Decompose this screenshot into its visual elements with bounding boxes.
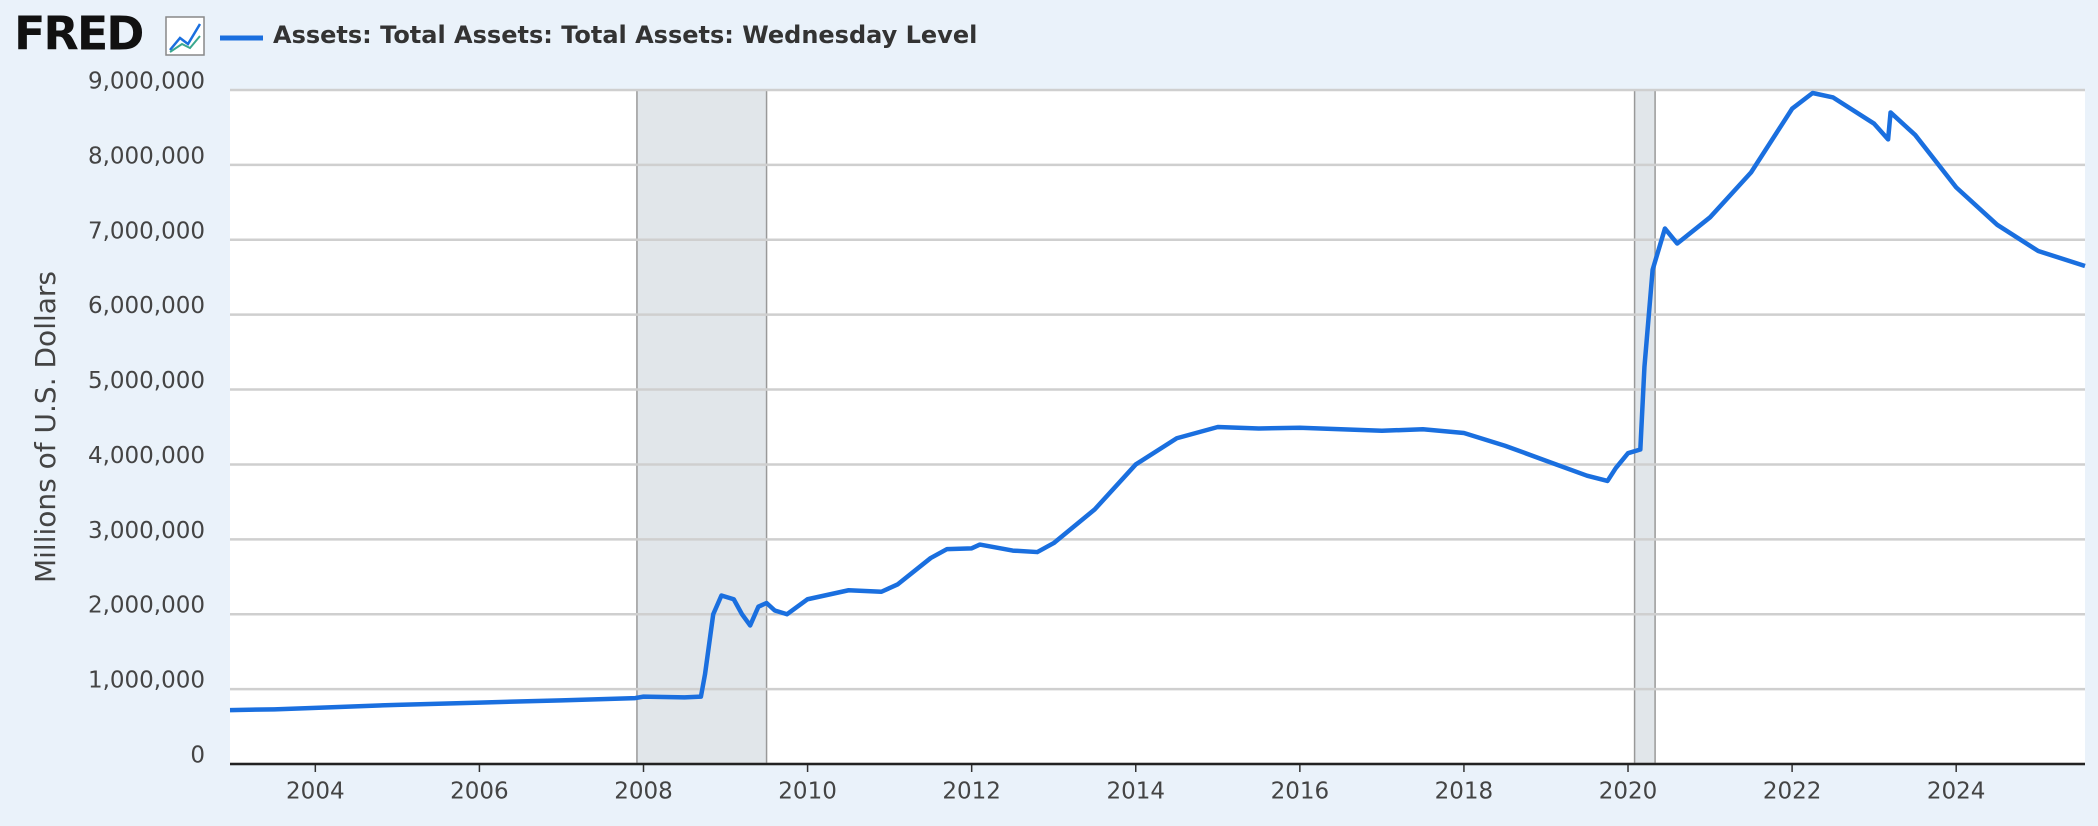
x-tick-label: 2024	[1927, 779, 1986, 805]
y-tick-label: 1,000,000	[88, 668, 205, 694]
brand-icon	[165, 16, 205, 56]
x-tick-label: 2018	[1435, 779, 1494, 805]
legend-label: Assets: Total Assets: Total Assets: Wedn…	[273, 21, 977, 49]
y-tick-label: 3,000,000	[88, 518, 205, 544]
recession-band	[1633, 89, 1656, 765]
x-tick-label: 2010	[778, 779, 837, 805]
y-axis-title: Millions of U.S. Dollars	[29, 271, 62, 583]
y-tick-label: 0	[190, 743, 205, 769]
y-tick-label: 4,000,000	[88, 443, 205, 469]
plot-area	[230, 90, 2085, 764]
x-tick-label: 2008	[614, 779, 673, 805]
series-line	[229, 90, 2086, 713]
y-tick-label: 2,000,000	[88, 593, 205, 619]
x-tick-label: 2020	[1599, 779, 1658, 805]
x-tick-label: 2012	[942, 779, 1001, 805]
y-tick-label: 5,000,000	[88, 368, 205, 394]
x-tick-label: 2022	[1763, 779, 1822, 805]
x-tick-label: 2006	[450, 779, 509, 805]
x-tick-label: 2014	[1106, 779, 1165, 805]
brand-logo: FRED	[14, 7, 142, 61]
y-tick-label: 9,000,000	[88, 69, 205, 95]
y-tick-label: 6,000,000	[88, 293, 205, 319]
recession-band	[636, 89, 768, 765]
y-tick-label: 8,000,000	[88, 143, 205, 169]
x-tick-label: 2004	[286, 779, 345, 805]
y-tick-label: 7,000,000	[88, 218, 205, 244]
x-tick-label: 2016	[1271, 779, 1330, 805]
